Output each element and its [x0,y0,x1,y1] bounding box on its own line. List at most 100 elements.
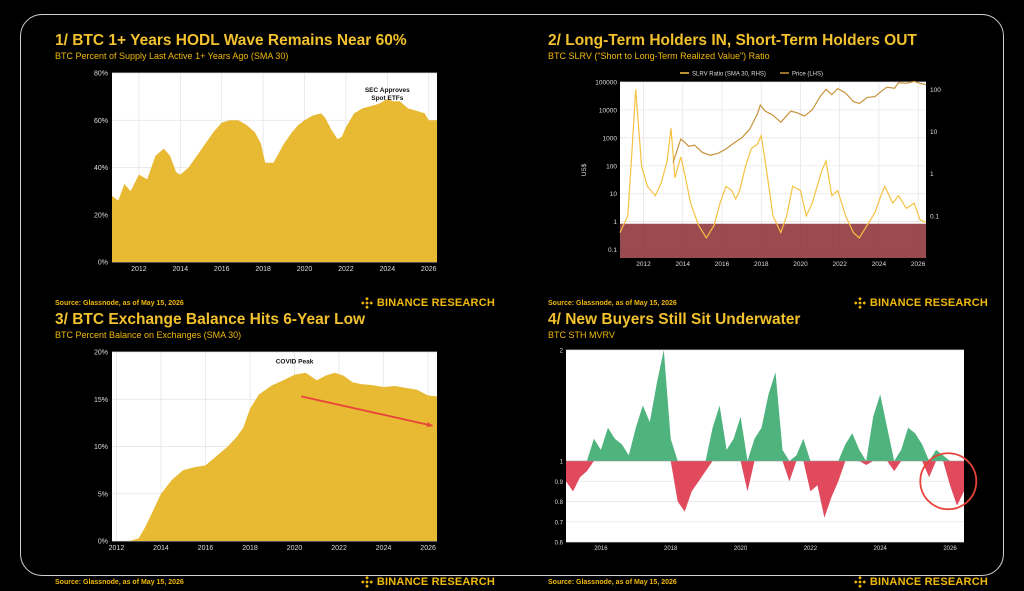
brand-name: BINANCE RESEARCH [376,297,495,309]
y-tick-label: 40% [94,165,108,172]
brand-logo: BINANCE RESEARCH [360,297,495,309]
source-note: Source: Glassnode, as of May 15, 2026 [55,300,184,307]
source-note: Source: Glassnode, as of May 15, 2026 [55,579,184,586]
legend-entry: SLRV Ratio (SMA 30, RHS) [692,72,766,78]
legend-entry: Price (LHS) [792,72,823,78]
panel-title: 2/ Long-Term Holders IN, Short-Term Hold… [548,32,917,49]
x-tick-label: 2016 [198,545,214,552]
y-tick-label: 0% [98,260,108,267]
right-y-tick-label: 1 [930,171,934,178]
left-y-tick-label: 1000 [603,135,618,142]
x-tick-label: 2022 [338,266,354,273]
binance-diamond-icon [360,576,373,588]
x-tick-label: 2018 [754,261,769,268]
y-tick-label: 0.8 [555,500,564,506]
x-tick-label: 2018 [242,545,258,552]
right-y-tick-label: 0.1 [930,213,939,220]
x-tick-label: 2014 [173,266,189,273]
x-tick-label: 2026 [943,546,957,552]
right-y-tick-label: 100 [930,87,941,94]
x-tick-label: 2022 [804,546,818,552]
etf-annotation: Spot ETFs [371,95,404,102]
x-tick-label: 2024 [380,266,396,273]
panel-subtitle: BTC Percent Balance on Exchanges (SMA 30… [55,330,242,340]
slrv-ratio-line [619,89,927,240]
brand-name: BINANCE RESEARCH [376,576,495,588]
sth-mvrv-chart: 0.6 0.7 0.8 0.9 1 2 2016 2018 2020 2022 2024 2026 [555,349,978,552]
x-tick-label: 2012 [109,545,125,552]
x-tick-label: 2026 [911,261,926,268]
left-y-tick-label: 0.1 [608,247,617,254]
left-y-tick-label: 100000 [595,80,617,87]
brand-logo: BINANCE RESEARCH [853,297,988,309]
left-y-tick-label: 100 [606,163,617,170]
binance-diamond-icon [853,576,866,588]
y-axis-label: US$ [581,163,588,176]
mvrv-above-one-area [566,350,964,461]
panel-subtitle: BTC Percent of Supply Last Active 1+ Yea… [55,51,289,61]
x-tick-label: 2018 [664,546,678,552]
trend-arrow-line [301,395,433,427]
y-tick-label: 2 [560,349,564,355]
source-note: Source: Glassnode, as of May 15, 2026 [548,579,677,586]
brand-name: BINANCE RESEARCH [869,576,988,588]
panel-hodl-wave: 1/ BTC 1+ Years HODL Wave Remains Near 6… [55,32,495,309]
y-tick-label: 0% [98,539,108,546]
y-tick-label: 1 [560,460,564,466]
panel-exchange-balance: 3/ BTC Exchange Balance Hits 6-Year Low … [55,311,495,588]
x-tick-label: 2026 [421,266,437,273]
binance-diamond-icon [360,297,373,309]
highlight-circle [919,452,978,511]
y-tick-label: 80% [94,71,108,78]
source-note: Source: Glassnode, as of May 15, 2026 [548,300,677,307]
x-tick-label: 2024 [874,546,888,552]
x-tick-label: 2016 [715,261,730,268]
x-tick-label: 2014 [153,545,169,552]
etf-annotation: SEC Approves [365,87,410,94]
y-tick-label: 5% [98,491,108,498]
x-tick-label: 2018 [255,266,271,273]
x-tick-label: 2016 [594,546,608,552]
x-tick-label: 2022 [331,545,347,552]
y-tick-label: 0.7 [555,520,564,526]
slrv-chart: 0.1 1 10 100 1000 10000 100000 0.1 1 10 100 2012 201… [581,72,941,269]
exchange-balance-area-series [112,372,437,541]
panel-subtitle: BTC STH MVRV [548,330,615,340]
x-tick-label: 2020 [287,545,303,552]
x-tick-label: 2020 [734,546,748,552]
x-tick-label: 2024 [872,261,887,268]
y-tick-label: 20% [94,350,108,357]
x-tick-label: 2012 [636,261,651,268]
trend-arrow-head [426,421,433,428]
panel-slrv: 2/ Long-Term Holders IN, Short-Term Hold… [548,32,988,309]
x-tick-label: 2026 [420,545,436,552]
brand-name: BINANCE RESEARCH [869,297,988,309]
panel-title: 3/ BTC Exchange Balance Hits 6-Year Low [55,311,366,328]
brand-logo: BINANCE RESEARCH [853,576,988,588]
y-tick-label: 10% [94,444,108,451]
exchange-balance-chart: 0% 5% 10% 15% 20% 2012 2014 2016 2018 2020 2022 202… [94,350,437,552]
covid-peak-annotation: COVID Peak [276,358,314,365]
left-y-tick-label: 1 [613,219,617,226]
panel-sth-mvrv: 4/ New Buyers Still Sit Underwater BTC S… [548,311,988,588]
left-y-tick-label: 10000 [599,107,617,114]
panel-title: 4/ New Buyers Still Sit Underwater [548,311,801,328]
x-tick-label: 2014 [676,261,691,268]
y-tick-label: 20% [94,212,108,219]
x-tick-label: 2020 [793,261,808,268]
y-tick-label: 60% [94,118,108,125]
outer-frame [20,14,1004,576]
brand-logo: BINANCE RESEARCH [360,576,495,588]
panel-subtitle: BTC SLRV ("Short to Long-Term Realized V… [548,51,770,61]
price-line [672,80,927,163]
y-tick-label: 0.6 [555,541,564,547]
y-tick-label: 15% [94,397,108,404]
y-tick-label: 0.9 [555,480,564,486]
x-tick-label: 2020 [297,266,313,273]
x-tick-label: 2012 [131,266,147,273]
panel-title: 1/ BTC 1+ Years HODL Wave Remains Near 6… [55,32,407,49]
hodl-area-series [112,99,437,262]
hodl-wave-chart: 0% 20% 40% 60% 80% 2012 2014 2016 2018 2020 2022 20… [94,71,437,273]
binance-diamond-icon [853,297,866,309]
x-tick-label: 2022 [832,261,847,268]
